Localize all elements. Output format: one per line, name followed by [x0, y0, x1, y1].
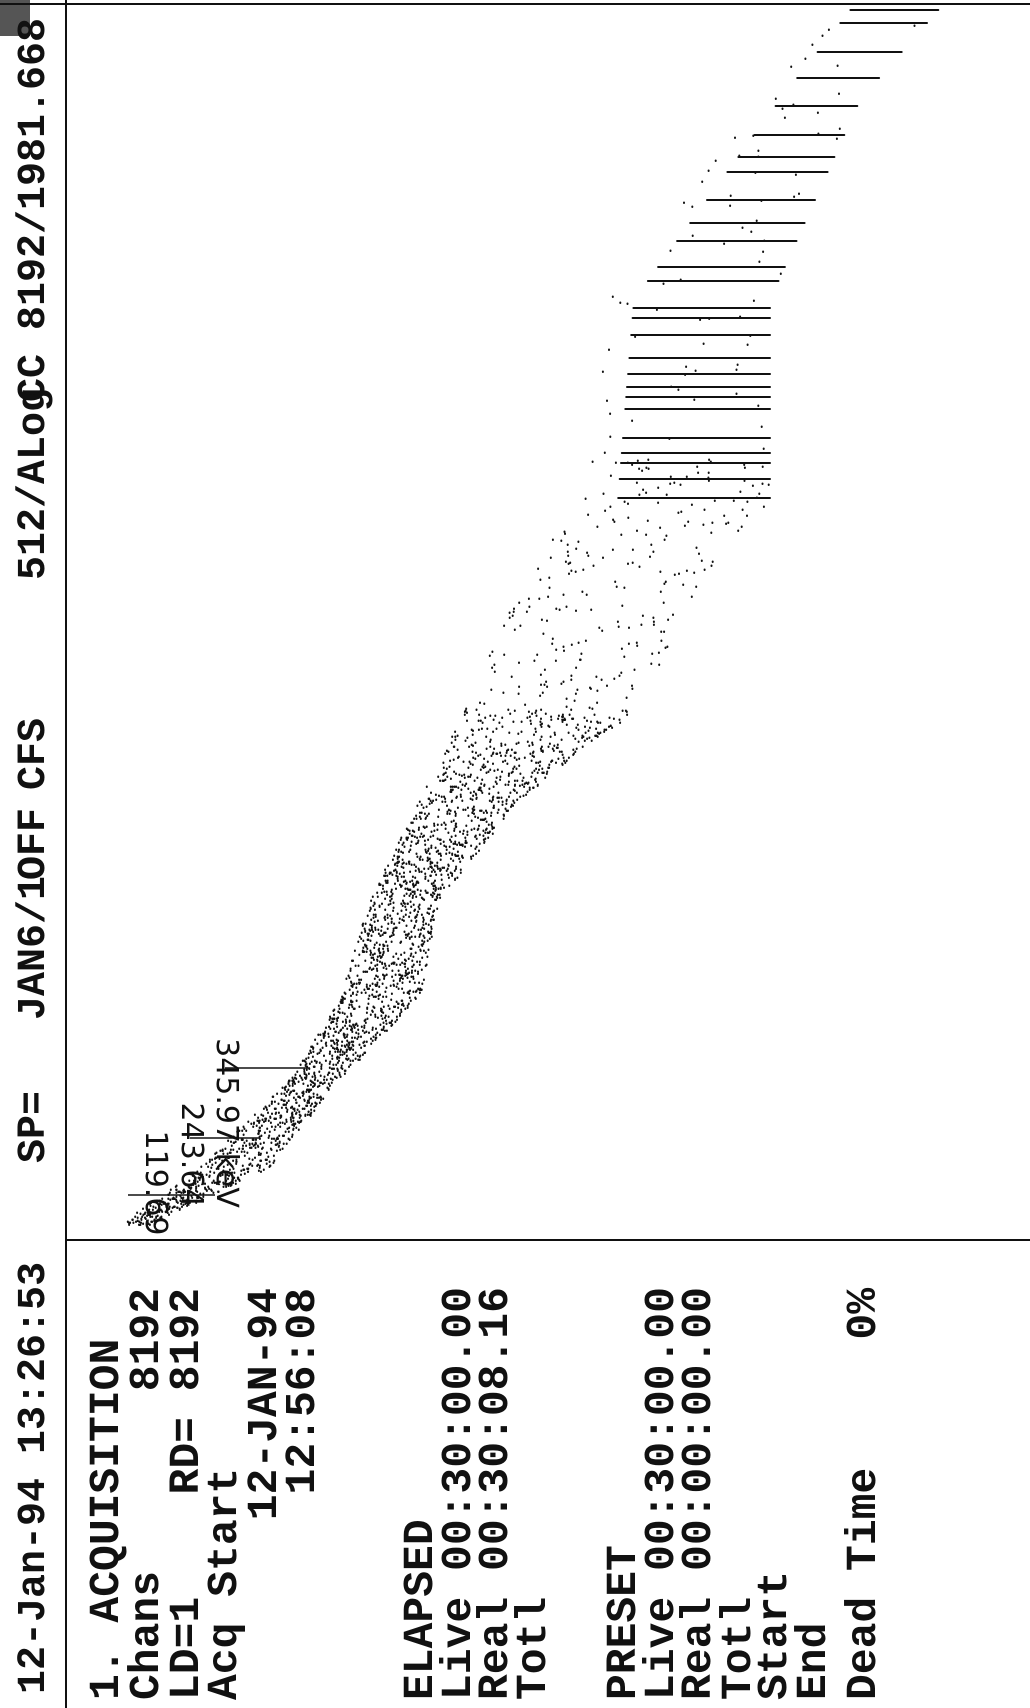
- header-datetime: 12-Jan-94 13:26:53: [12, 1262, 57, 1694]
- elapsed-live: Live 00:30:00.00: [434, 1287, 483, 1700]
- header-cc: CC 8192/1981.668: [12, 18, 57, 402]
- dead-time-label: Dead Time: [839, 1468, 888, 1700]
- header-spectrum: JAN6/1: [12, 876, 57, 1020]
- dead-time-value: 0%: [839, 1288, 888, 1340]
- acq-start: Acq Start: [200, 1468, 249, 1700]
- chans-label: Chans: [122, 1571, 171, 1700]
- header-mode: CFS: [12, 718, 57, 790]
- corner-block: [0, 0, 30, 36]
- preset-real: Real 00:00:00.00: [674, 1287, 723, 1700]
- preset-totl: Totl: [714, 1597, 763, 1700]
- chans-value: 8192: [122, 1288, 171, 1391]
- header-scale: 512/ALog: [12, 388, 57, 580]
- header-sp: SP=: [12, 1091, 57, 1163]
- acq-time: 12:56:08: [278, 1288, 327, 1494]
- acq-date: 12-JAN-94: [240, 1288, 289, 1520]
- elapsed-title: ELAPSED: [396, 1519, 445, 1700]
- elapsed-totl: Totl: [509, 1597, 558, 1700]
- preset-live: Live 00:30:00.00: [637, 1287, 686, 1700]
- preset-end: End: [789, 1623, 838, 1700]
- rd: RD= 8192: [162, 1288, 211, 1494]
- spectrum-dots: [126, 9, 940, 1226]
- preset-title: PRESET: [599, 1545, 648, 1700]
- panel-title: 1. ACQUISITION: [82, 1339, 131, 1700]
- peak-label: 243.64: [174, 1103, 209, 1208]
- elapsed-real: Real 00:30:08.16: [471, 1287, 520, 1700]
- header-off: OFF: [12, 808, 57, 880]
- preset-start: Start: [750, 1571, 799, 1700]
- ld: LD=1: [162, 1597, 211, 1700]
